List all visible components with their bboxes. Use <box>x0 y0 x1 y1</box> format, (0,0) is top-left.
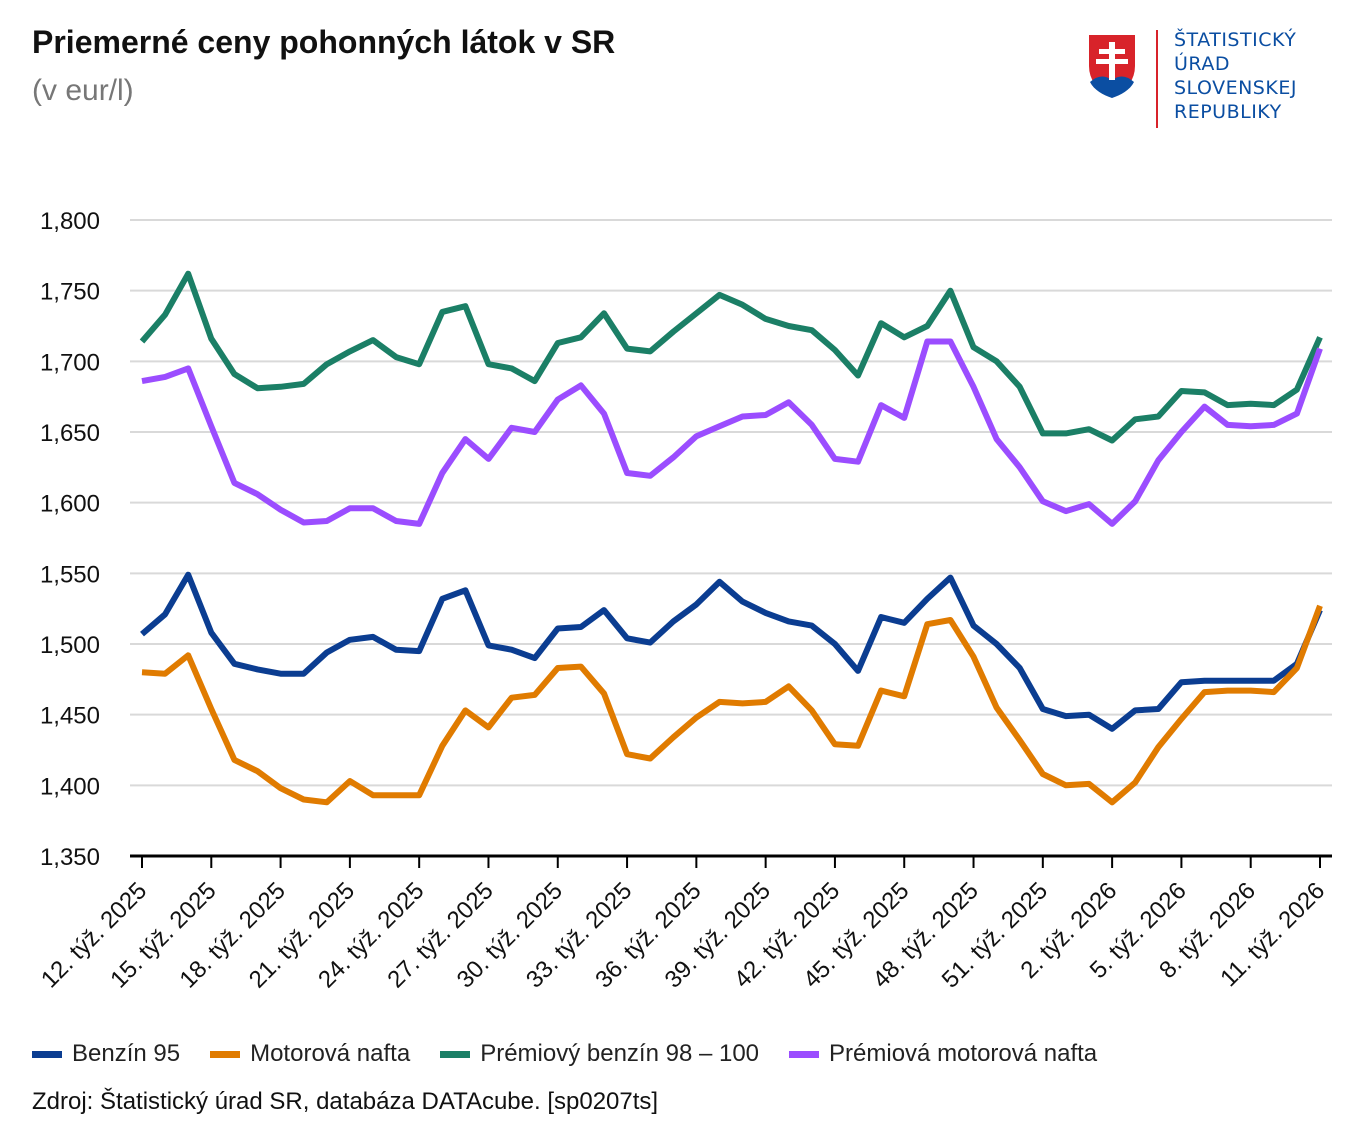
logo-line-4: REPUBLIKY <box>1174 101 1282 123</box>
legend-item-benzin-95: Benzín 95 <box>32 1040 180 1068</box>
logo-divider <box>1156 30 1158 128</box>
logo-line-3: SLOVENSKEJ <box>1174 77 1297 99</box>
legend-item-premiovy-benzin: Prémiový benzín 98 – 100 <box>440 1040 759 1068</box>
logo-line-1: ŠTATISTICKÝ <box>1174 29 1297 51</box>
legend-label: Motorová nafta <box>250 1040 411 1067</box>
slovak-coat-of-arms-icon <box>1087 33 1137 100</box>
series-lines <box>139 270 1323 806</box>
legend: Benzín 95 Motorová nafta Prémiový benzín… <box>32 1040 1127 1068</box>
y-tick-label: 1,500 <box>40 632 100 659</box>
line-chart: 1,350 1,400 1,450 1,500 1,550 1,600 1,650 1,700… <box>36 208 1332 993</box>
series-line <box>140 571 1323 732</box>
logo-text: ŠTATISTICKÝ ÚRAD SLOVENSKEJ REPUBLIKY <box>1174 28 1297 124</box>
y-tick-label: 1,550 <box>40 561 100 588</box>
legend-item-premiova-nafta: Prémiová motorová nafta <box>789 1040 1097 1068</box>
series-line <box>139 270 1323 444</box>
series-line <box>141 338 1323 527</box>
y-tick-label: 1,800 <box>40 208 100 235</box>
y-tick-label: 1,450 <box>40 703 100 730</box>
source-note: Zdroj: Štatistický úrad SR, databáza DAT… <box>32 1088 659 1115</box>
y-tick-label: 1,650 <box>40 420 100 447</box>
y-tick-label: 1,750 <box>40 279 100 306</box>
y-tick-label: 1,700 <box>40 349 100 376</box>
chart-subtitle: (v eur/l) <box>32 74 134 107</box>
logo-line-2: ÚRAD <box>1174 53 1230 75</box>
legend-label: Benzín 95 <box>72 1040 181 1067</box>
y-tick-label: 1,350 <box>40 844 100 871</box>
legend-label: Prémiový benzín 98 – 100 <box>480 1040 760 1067</box>
y-axis: 1,350 1,400 1,450 1,500 1,550 1,600 1,650 1,700… <box>40 208 100 871</box>
chart-title: Priemerné ceny pohonných látok v SR <box>32 24 616 60</box>
legend-label: Prémiová motorová nafta <box>829 1040 1098 1067</box>
legend-swatch <box>32 1050 62 1058</box>
legend-swatch <box>789 1050 820 1058</box>
y-tick-label: 1,400 <box>40 773 100 800</box>
legend-item-motorova-nafta: Motorová nafta <box>210 1040 410 1068</box>
legend-swatch <box>440 1050 471 1058</box>
statistical-office-logo: ŠTATISTICKÝ ÚRAD SLOVENSKEJ REPUBLIKY <box>1086 28 1336 128</box>
legend-swatch <box>210 1050 241 1058</box>
series-line <box>141 604 1323 806</box>
y-tick-label: 1,600 <box>40 491 100 518</box>
